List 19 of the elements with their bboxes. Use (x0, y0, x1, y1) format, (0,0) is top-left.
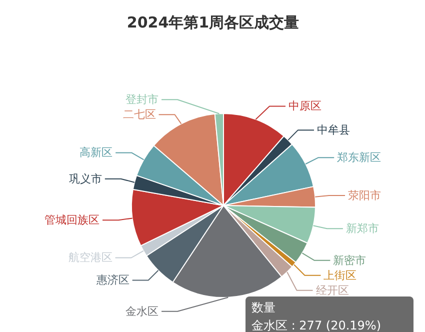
slice-label: 中牟县 (316, 124, 350, 137)
slice-label: 郑东新区 (337, 151, 382, 164)
slice-label: 上街区 (324, 268, 357, 282)
slice-label: 惠济区 (95, 274, 130, 287)
slice-label: 经开区 (316, 284, 349, 297)
slice-label: 二七区 (122, 108, 156, 122)
slice-label: 荥阳市 (348, 189, 382, 202)
chart-title: 2024年第1周各区成交量 (126, 14, 300, 32)
slice-label: 中原区 (288, 100, 322, 113)
slice-label: 金水区 (126, 304, 158, 318)
slice-label: 巩义市 (68, 172, 102, 186)
text: 数量 (252, 300, 276, 314)
slice-label: 新密市 (333, 254, 366, 267)
slice-label: 管城回族区 (44, 214, 100, 227)
slice-label: 高新区 (80, 146, 113, 160)
slice-label: 登封市 (126, 93, 158, 106)
text: 金水区 : 277 (20.19%) (252, 318, 382, 332)
slice-label: 新郑市 (346, 222, 379, 236)
slice-label: 航空港区 (68, 251, 112, 264)
